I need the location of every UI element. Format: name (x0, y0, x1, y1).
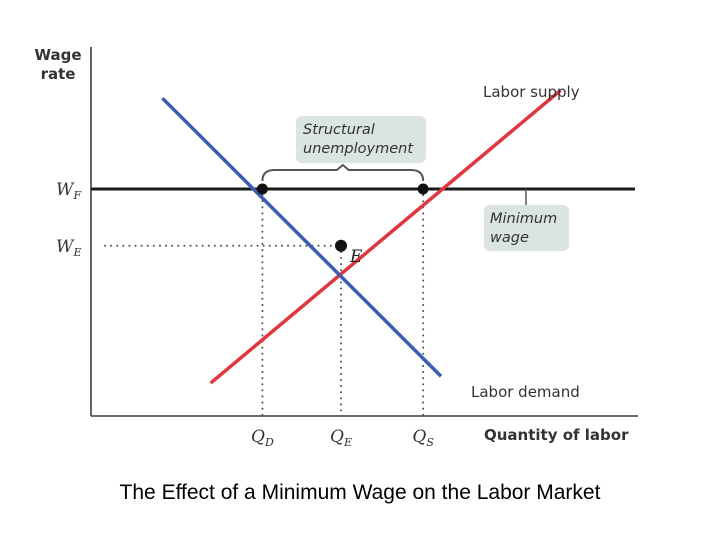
equilibrium-point (334, 239, 347, 252)
figure-caption: The Effect of a Minimum Wage on the Labo… (119, 481, 601, 504)
labor-supply-line (209, 88, 562, 385)
demand-at-minimum-wage-point (256, 183, 268, 195)
minimum-wage-label-line1: Minimum (490, 211, 557, 227)
x-axis-title: Quantity of labor (484, 426, 629, 444)
structural-unemployment-label-line2: unemployment (303, 141, 414, 157)
supply-at-minimum-wage-point (417, 183, 429, 195)
y-tick-wf: WF (56, 180, 81, 202)
x-tick-qe: QE (330, 427, 352, 449)
y-axis-title-line2: rate (41, 65, 76, 83)
labor-demand-line (161, 96, 443, 378)
structural-unemployment-box (296, 116, 426, 163)
y-axis-title: Wage (34, 46, 81, 64)
x-tick-qs: QS (412, 427, 434, 449)
labor-supply-label: Labor supply (483, 83, 580, 101)
minimum-wage-label-line2: wage (490, 230, 529, 246)
structural-unemployment-label-line1: Structural (303, 122, 375, 138)
y-tick-we: WE (56, 237, 82, 259)
unemployment-bracket (261, 163, 425, 182)
equilibrium-label: E (349, 247, 363, 267)
minimum-wage-box (484, 205, 569, 251)
labor-demand-label: Labor demand (471, 383, 580, 401)
x-tick-qd: QD (251, 427, 274, 449)
